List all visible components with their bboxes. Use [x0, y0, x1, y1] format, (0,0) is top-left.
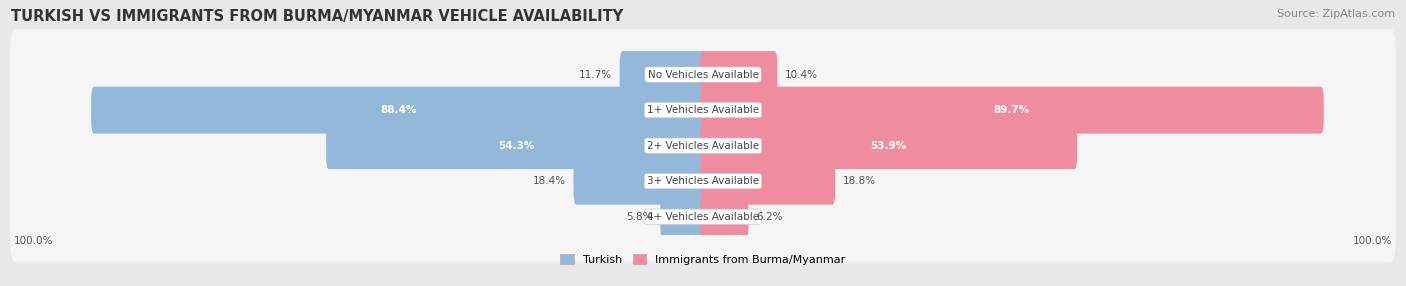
FancyBboxPatch shape: [91, 87, 706, 134]
FancyBboxPatch shape: [620, 51, 706, 98]
Text: 18.4%: 18.4%: [533, 176, 565, 186]
Text: 2+ Vehicles Available: 2+ Vehicles Available: [647, 141, 759, 151]
Text: 54.3%: 54.3%: [498, 141, 534, 151]
Text: 4+ Vehicles Available: 4+ Vehicles Available: [647, 212, 759, 222]
FancyBboxPatch shape: [10, 136, 1396, 227]
Text: 53.9%: 53.9%: [870, 141, 907, 151]
Text: 10.4%: 10.4%: [785, 69, 818, 80]
FancyBboxPatch shape: [700, 87, 1323, 134]
FancyBboxPatch shape: [700, 193, 748, 240]
FancyBboxPatch shape: [700, 158, 835, 205]
FancyBboxPatch shape: [700, 51, 778, 98]
Text: 89.7%: 89.7%: [994, 105, 1031, 115]
Text: 5.8%: 5.8%: [626, 212, 652, 222]
FancyBboxPatch shape: [326, 122, 706, 169]
Text: 88.4%: 88.4%: [380, 105, 416, 115]
FancyBboxPatch shape: [700, 122, 1077, 169]
Text: Source: ZipAtlas.com: Source: ZipAtlas.com: [1277, 9, 1395, 19]
Text: 3+ Vehicles Available: 3+ Vehicles Available: [647, 176, 759, 186]
Text: 18.8%: 18.8%: [842, 176, 876, 186]
FancyBboxPatch shape: [10, 100, 1396, 191]
FancyBboxPatch shape: [10, 65, 1396, 156]
FancyBboxPatch shape: [661, 193, 706, 240]
Text: No Vehicles Available: No Vehicles Available: [648, 69, 758, 80]
FancyBboxPatch shape: [10, 171, 1396, 262]
Text: TURKISH VS IMMIGRANTS FROM BURMA/MYANMAR VEHICLE AVAILABILITY: TURKISH VS IMMIGRANTS FROM BURMA/MYANMAR…: [11, 9, 623, 23]
Text: 100.0%: 100.0%: [14, 236, 53, 246]
Text: 1+ Vehicles Available: 1+ Vehicles Available: [647, 105, 759, 115]
Text: 11.7%: 11.7%: [579, 69, 612, 80]
FancyBboxPatch shape: [10, 29, 1396, 120]
Text: 100.0%: 100.0%: [1353, 236, 1392, 246]
FancyBboxPatch shape: [574, 158, 706, 205]
Legend: Turkish, Immigrants from Burma/Myanmar: Turkish, Immigrants from Burma/Myanmar: [555, 250, 851, 269]
Text: 6.2%: 6.2%: [756, 212, 783, 222]
